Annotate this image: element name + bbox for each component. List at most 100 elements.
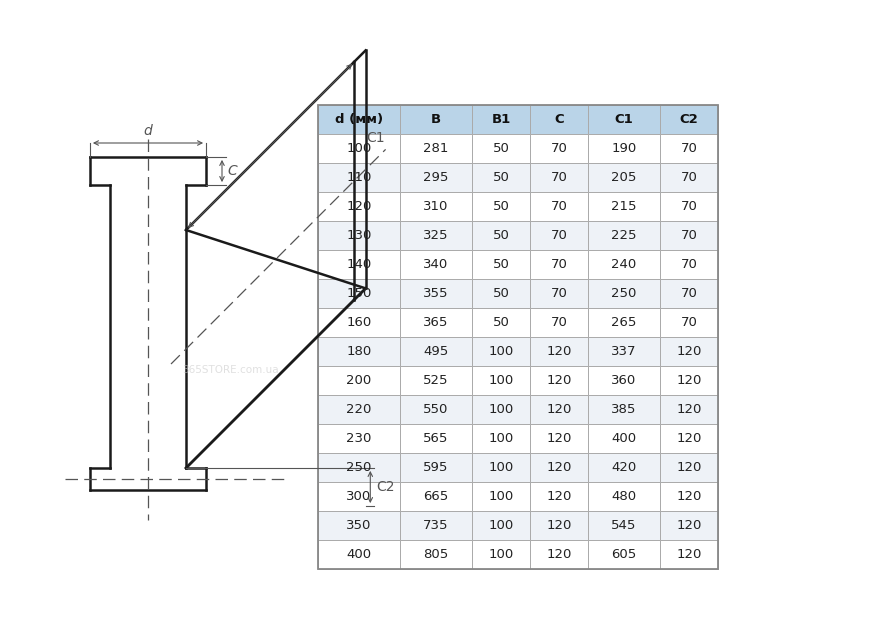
Bar xyxy=(660,250,717,279)
Bar xyxy=(318,163,400,192)
Text: 250: 250 xyxy=(611,287,636,300)
Bar xyxy=(587,250,660,279)
Bar xyxy=(529,482,587,511)
Bar xyxy=(529,424,587,453)
Bar xyxy=(660,337,717,366)
Bar xyxy=(587,308,660,337)
Text: 70: 70 xyxy=(680,171,697,184)
Bar xyxy=(400,163,472,192)
Bar xyxy=(400,279,472,308)
Bar xyxy=(587,221,660,250)
Bar xyxy=(400,337,472,366)
Text: 50: 50 xyxy=(492,171,509,184)
Text: C1: C1 xyxy=(366,131,384,145)
Text: 120: 120 xyxy=(546,461,571,474)
Bar xyxy=(472,308,529,337)
Text: 340: 340 xyxy=(423,258,448,271)
Bar xyxy=(587,453,660,482)
Text: B1: B1 xyxy=(491,113,510,126)
Text: 281: 281 xyxy=(423,142,448,155)
Text: 565: 565 xyxy=(423,432,448,445)
Text: 100: 100 xyxy=(488,461,513,474)
Text: 160: 160 xyxy=(346,316,371,329)
Bar xyxy=(587,134,660,163)
Bar xyxy=(660,192,717,221)
Bar xyxy=(660,540,717,569)
Bar xyxy=(472,540,529,569)
Bar xyxy=(400,511,472,540)
Text: 337: 337 xyxy=(611,345,636,358)
Text: 545: 545 xyxy=(611,519,636,532)
Text: 400: 400 xyxy=(346,548,371,561)
Text: 200: 200 xyxy=(346,374,371,387)
Bar xyxy=(472,453,529,482)
Bar xyxy=(318,540,400,569)
Bar xyxy=(318,366,400,395)
Text: C: C xyxy=(554,113,563,126)
Text: 100: 100 xyxy=(346,142,371,155)
Bar xyxy=(472,279,529,308)
Bar xyxy=(660,511,717,540)
Bar xyxy=(587,482,660,511)
Bar xyxy=(318,279,400,308)
Text: 295: 295 xyxy=(423,171,448,184)
Text: 365STORE.com.ua: 365STORE.com.ua xyxy=(182,365,278,375)
Text: 120: 120 xyxy=(546,345,571,358)
Text: 70: 70 xyxy=(550,258,567,271)
Bar xyxy=(529,105,587,134)
Text: 300: 300 xyxy=(346,490,371,503)
Text: d: d xyxy=(143,124,152,138)
Text: 120: 120 xyxy=(675,490,701,503)
Bar xyxy=(318,192,400,221)
Text: 495: 495 xyxy=(423,345,448,358)
Bar xyxy=(318,134,400,163)
Bar xyxy=(472,192,529,221)
Bar xyxy=(660,395,717,424)
Text: 215: 215 xyxy=(611,200,636,213)
Text: 70: 70 xyxy=(680,142,697,155)
Text: 100: 100 xyxy=(488,345,513,358)
Bar xyxy=(318,395,400,424)
Bar xyxy=(400,192,472,221)
Bar xyxy=(529,250,587,279)
Text: 120: 120 xyxy=(675,519,701,532)
Text: 225: 225 xyxy=(611,229,636,242)
Text: 130: 130 xyxy=(346,229,371,242)
Bar xyxy=(660,308,717,337)
Bar xyxy=(587,279,660,308)
Text: 550: 550 xyxy=(423,403,448,416)
Bar xyxy=(400,221,472,250)
Text: 70: 70 xyxy=(550,287,567,300)
Text: 120: 120 xyxy=(675,461,701,474)
Bar xyxy=(318,482,400,511)
Bar xyxy=(318,105,400,134)
Bar xyxy=(472,482,529,511)
Bar xyxy=(472,424,529,453)
Bar xyxy=(318,511,400,540)
Text: 120: 120 xyxy=(675,403,701,416)
Bar xyxy=(472,134,529,163)
Bar xyxy=(400,453,472,482)
Bar xyxy=(318,453,400,482)
Text: 70: 70 xyxy=(550,229,567,242)
Text: 525: 525 xyxy=(422,374,448,387)
Text: 70: 70 xyxy=(680,200,697,213)
Text: 265: 265 xyxy=(611,316,636,329)
Bar xyxy=(318,221,400,250)
Text: 70: 70 xyxy=(550,316,567,329)
Bar xyxy=(318,424,400,453)
Text: 120: 120 xyxy=(546,432,571,445)
Bar xyxy=(400,482,472,511)
Bar xyxy=(660,221,717,250)
Text: 100: 100 xyxy=(488,432,513,445)
Bar xyxy=(472,395,529,424)
Text: 100: 100 xyxy=(488,548,513,561)
Bar xyxy=(472,366,529,395)
Text: 50: 50 xyxy=(492,316,509,329)
Text: C: C xyxy=(227,164,236,178)
Text: 310: 310 xyxy=(423,200,448,213)
Bar xyxy=(587,540,660,569)
Text: 50: 50 xyxy=(492,200,509,213)
Bar xyxy=(660,482,717,511)
Bar xyxy=(529,192,587,221)
